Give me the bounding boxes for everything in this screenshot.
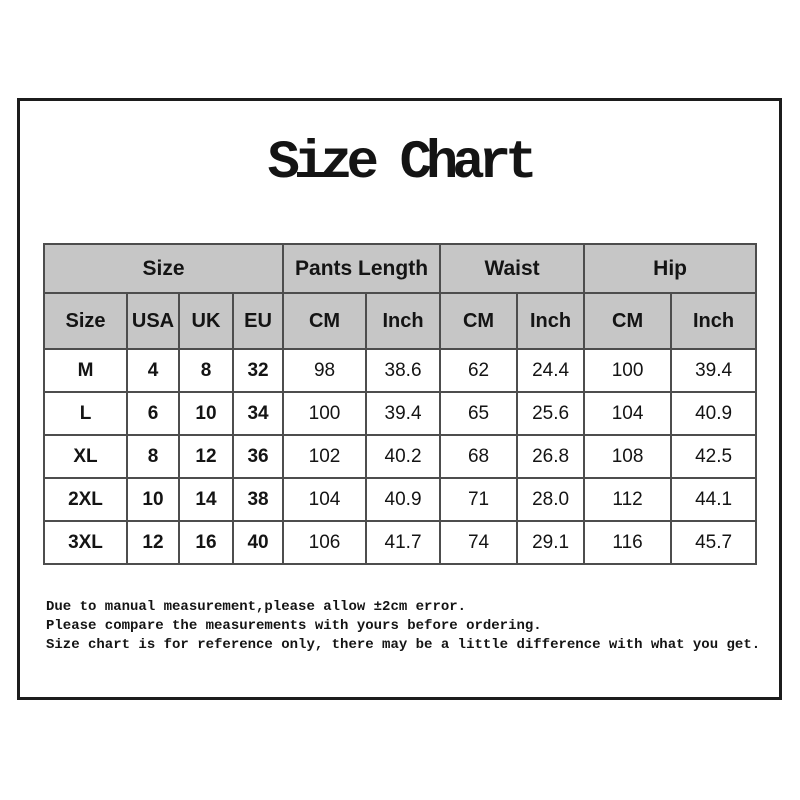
- table-cell: 65: [439, 391, 519, 436]
- table-cell: 40.9: [365, 477, 442, 522]
- table-cell: XL: [43, 434, 128, 479]
- table-cell: 12: [178, 434, 234, 479]
- table-cell: 106: [282, 520, 368, 565]
- table-row: L 6 10 34 100 39.4 65 25.6 104 40.9: [43, 391, 758, 436]
- table-cell: L: [43, 391, 128, 436]
- notes: Due to manual measurement,please allow ±…: [46, 598, 772, 655]
- note-line: Size chart is for reference only, there …: [46, 637, 761, 653]
- table-cell: 44.1: [670, 477, 758, 522]
- table-cell: 34: [231, 391, 285, 436]
- table-cell: 25.6: [516, 391, 586, 436]
- table-cell: 42.5: [670, 434, 758, 479]
- table-cell: 40.9: [670, 391, 758, 436]
- table-cell: 40.2: [365, 434, 442, 479]
- table-cell: 100: [282, 391, 368, 436]
- column-header-cell: Size: [43, 292, 128, 350]
- table-cell: 32: [231, 348, 285, 393]
- table-cell: 104: [282, 477, 368, 522]
- table-cell: 112: [583, 477, 673, 522]
- table-cell: 26.8: [516, 434, 586, 479]
- table-cell: 6: [126, 391, 180, 436]
- table-cell: 3XL: [43, 520, 128, 565]
- page-title: Size Chart: [267, 133, 537, 194]
- table-cell: 36: [231, 434, 285, 479]
- table-cell: 100: [583, 348, 673, 393]
- table-cell: 62: [439, 348, 519, 393]
- table-cell: 39.4: [670, 348, 758, 393]
- size-table-header: Size Pants Length Waist Hip Size USA UK EU CM In…: [42, 243, 758, 350]
- column-header-cell: CM: [439, 292, 519, 350]
- table-cell: M: [43, 348, 128, 393]
- table-cell: 28.0: [516, 477, 586, 522]
- table-cell: 116: [583, 520, 673, 565]
- table-row: M 4 8 32 98 38.6 62 24.4 100 39.4: [43, 348, 758, 393]
- column-header-cell: CM: [282, 292, 368, 350]
- group-header-cell: Waist: [439, 243, 586, 294]
- column-header-cell: Inch: [670, 292, 758, 350]
- table-cell: 68: [439, 434, 519, 479]
- size-table-body: M 4 8 32 98 38.6 62 24.4 100 39.4 L 6 10 34 100 39.4 65 2…: [43, 348, 758, 565]
- table-row: 2XL 10 14 38 104 40.9 71 28.0 112 44.1: [43, 477, 758, 522]
- table-cell: 104: [583, 391, 673, 436]
- table-cell: 2XL: [43, 477, 128, 522]
- table-cell: 8: [126, 434, 180, 479]
- table-row: 3XL 12 16 40 106 41.7 74 29.1 116 45.7: [43, 520, 758, 565]
- note-line: Due to manual measurement,please allow ±…: [46, 599, 467, 615]
- table-cell: 10: [178, 391, 234, 436]
- note-line: Please compare the measurements with you…: [46, 618, 542, 634]
- table-cell: 108: [583, 434, 673, 479]
- column-header-cell: UK: [178, 292, 234, 350]
- table-cell: 10: [126, 477, 180, 522]
- table-cell: 102: [282, 434, 368, 479]
- table-cell: 41.7: [365, 520, 442, 565]
- table-cell: 38.6: [365, 348, 442, 393]
- table-row: XL 8 12 36 102 40.2 68 26.8 108 42.5: [43, 434, 758, 479]
- table-cell: 4: [126, 348, 180, 393]
- table-cell: 40: [231, 520, 285, 565]
- table-cell: 38: [231, 477, 285, 522]
- group-header-row: Size Pants Length Waist Hip: [42, 243, 758, 294]
- table-cell: 16: [178, 520, 234, 565]
- column-header-cell: Inch: [516, 292, 586, 350]
- table-cell: 8: [178, 348, 234, 393]
- table-cell: 12: [126, 520, 180, 565]
- group-header-cell: Hip: [583, 243, 758, 294]
- table-cell: 24.4: [516, 348, 586, 393]
- group-header-cell: Size: [42, 243, 285, 294]
- table-cell: 45.7: [670, 520, 758, 565]
- table-cell: 39.4: [365, 391, 442, 436]
- outer-border-frame: Size Chart Size Pants Length Waist Hip Size…: [17, 98, 782, 700]
- table-cell: 98: [282, 348, 368, 393]
- column-header-cell: CM: [583, 292, 673, 350]
- column-header-cell: EU: [231, 292, 285, 350]
- size-table: Size Pants Length Waist Hip Size USA UK EU CM In…: [42, 243, 758, 565]
- table-cell: 29.1: [516, 520, 586, 565]
- table-cell: 14: [178, 477, 234, 522]
- group-header-cell: Pants Length: [282, 243, 442, 294]
- table-cell: 74: [439, 520, 519, 565]
- column-header-row: Size USA UK EU CM Inch CM Inch CM Inch: [43, 292, 758, 350]
- table-cell: 71: [439, 477, 519, 522]
- column-header-cell: Inch: [365, 292, 442, 350]
- column-header-cell: USA: [126, 292, 180, 350]
